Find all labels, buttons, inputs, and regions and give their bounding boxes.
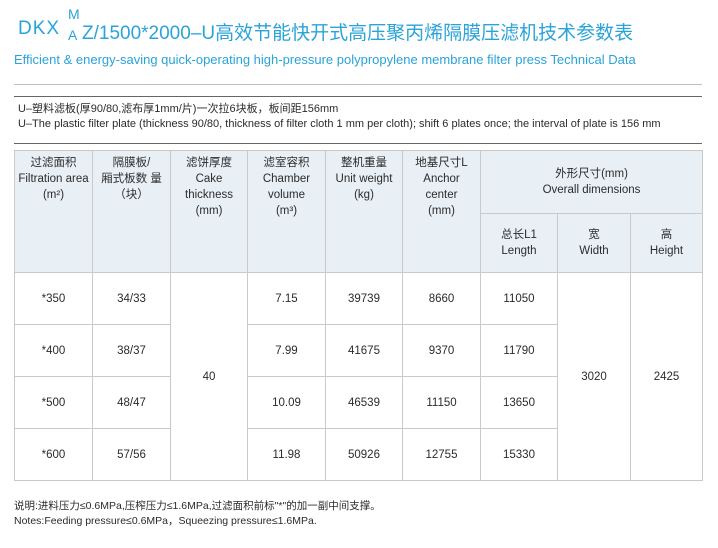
cell-plates: 57/56: [92, 428, 171, 481]
header-cake-thickness: 滤饼厚度 Cake thickness (mm): [170, 150, 248, 273]
cell-width: 3020: [557, 272, 631, 481]
header-plates: 隔膜板/厢式板数 量（块）: [92, 150, 171, 273]
title-model-superscript: M: [68, 6, 80, 22]
header-filtration-area: 过滤面积 Filtration area (m²): [14, 150, 93, 273]
plate-description: U–塑料滤板(厚90/80,滤布厚1mm/片)一次拉6块板，板间距156mm U…: [14, 96, 702, 144]
table-row: *350 34/33 40 7.15 39739 8660 11050 3020…: [14, 272, 703, 481]
cell-chamber: 7.99: [247, 324, 326, 377]
cell-anchor: 12755: [402, 428, 481, 481]
title-model-rest: Z/1500*2000–U高效节能快开式高压聚丙烯隔膜压滤机技术参数表: [82, 23, 634, 44]
cell-area: *350: [14, 272, 93, 325]
spec-table: 过滤面积 Filtration area (m²) 隔膜板/厢式板数 量（块） 滤饼…: [14, 150, 703, 481]
note-cn: 说明:进料压力≤0.6MPa,压榨压力≤1.6MPa,过滤面积前标"*"的加一副…: [14, 500, 381, 512]
cell-area: *500: [14, 376, 93, 429]
cell-area: *600: [14, 428, 93, 481]
divider: [14, 84, 702, 85]
plate-description-cn: U–塑料滤板(厚90/80,滤布厚1mm/片)一次拉6块板，板间距156mm: [18, 103, 339, 115]
cell-length: 11050: [480, 272, 558, 325]
cell-plates: 48/47: [92, 376, 171, 429]
page-title: DKX M A Z/1500*2000–U高效节能快开式高压聚丙烯隔膜压滤机技术…: [18, 6, 708, 46]
title-model-prefix: DKX: [18, 18, 61, 39]
page-subtitle: Efficient & energy-saving quick-operatin…: [14, 52, 636, 67]
cell-plates: 38/37: [92, 324, 171, 377]
cell-length: 13650: [480, 376, 558, 429]
cell-weight: 50926: [325, 428, 403, 481]
cell-weight: 46539: [325, 376, 403, 429]
table-row: *500 48/47 10.09 46539 11150 13650: [14, 376, 703, 429]
cell-plates: 34/33: [92, 272, 171, 325]
cell-anchor: 11150: [402, 376, 481, 429]
cell-length: 15330: [480, 428, 558, 481]
table-row: *600 57/56 11.98 50926 12755 15330: [14, 428, 703, 481]
header-unit-weight: 整机重量 Unit weight (kg): [325, 150, 403, 273]
cell-chamber: 7.15: [247, 272, 326, 325]
table-row: *400 38/37 7.99 41675 9370 11790: [14, 324, 703, 377]
cell-weight: 39739: [325, 272, 403, 325]
cell-chamber: 10.09: [247, 376, 326, 429]
header-chamber-volume: 滤室容积 Chamber volume (m³): [247, 150, 326, 273]
cell-cake-thickness: 40: [170, 272, 248, 481]
cell-height: 2425: [630, 272, 703, 481]
header-overall-dimensions: 外形尺寸(mm) Overall dimensions: [480, 150, 703, 214]
header-length: 总长L1 Length: [480, 213, 558, 273]
header-height: 高 Height: [630, 213, 703, 273]
header-anchor-center: 地基尺寸L Anchor center (mm): [402, 150, 481, 273]
note-en: Notes:Feeding pressure≤0.6MPa，Squeezing …: [14, 515, 317, 527]
cell-weight: 41675: [325, 324, 403, 377]
cell-length: 11790: [480, 324, 558, 377]
cell-chamber: 11.98: [247, 428, 326, 481]
header-width: 宽 Width: [557, 213, 631, 273]
footnotes: 说明:进料压力≤0.6MPa,压榨压力≤1.6MPa,过滤面积前标"*"的加一副…: [14, 499, 704, 529]
title-model-subscript: A: [68, 27, 78, 43]
cell-area: *400: [14, 324, 93, 377]
cell-anchor: 8660: [402, 272, 481, 325]
plate-description-en: U–The plastic filter plate (thickness 90…: [18, 118, 661, 130]
cell-anchor: 9370: [402, 324, 481, 377]
